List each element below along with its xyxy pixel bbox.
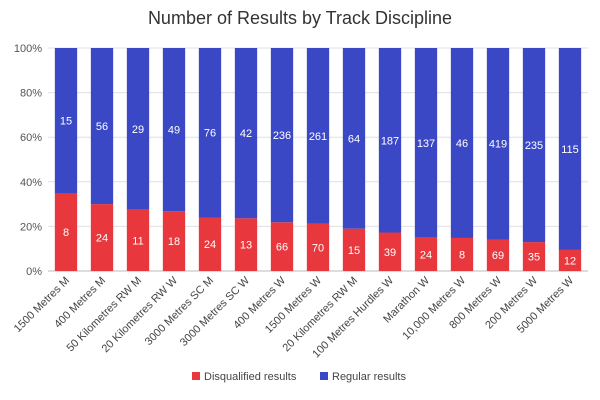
data-label-disqualified: 66	[276, 242, 288, 254]
x-category-label: 3000 Metres SC M	[143, 275, 216, 348]
bar-regular	[306, 48, 330, 224]
data-label-regular: 15	[60, 116, 72, 128]
bar-disqualified	[342, 228, 366, 271]
data-label-disqualified: 69	[492, 250, 504, 262]
data-label-regular: 29	[132, 124, 144, 136]
data-label-disqualified: 12	[564, 255, 576, 267]
x-category-label: 3000 Metres SC W	[178, 274, 253, 349]
data-label-regular: 46	[456, 138, 468, 150]
data-label-regular: 419	[489, 139, 507, 151]
data-label-regular: 235	[525, 140, 543, 152]
data-label-regular: 49	[168, 125, 180, 137]
bar-regular	[486, 48, 510, 240]
legend-swatch-regular	[320, 372, 328, 380]
data-label-disqualified: 24	[204, 239, 216, 251]
data-label-regular: 236	[273, 130, 291, 142]
bar-disqualified	[270, 222, 294, 271]
data-label-disqualified: 8	[459, 249, 465, 261]
y-tick-label: 40%	[20, 177, 42, 189]
data-label-disqualified: 39	[384, 247, 396, 259]
data-label-regular: 115	[561, 144, 579, 156]
legend-swatch-disqualified	[192, 372, 200, 380]
y-tick-label: 0%	[26, 266, 42, 278]
legend-label-regular: Regular results	[332, 371, 406, 383]
bar-disqualified	[90, 204, 114, 271]
bar-disqualified	[378, 232, 402, 271]
x-category-label: 10,000 Metres W	[400, 274, 468, 342]
data-label-disqualified: 70	[312, 242, 324, 254]
bar-regular	[270, 48, 294, 223]
data-label-disqualified: 13	[240, 240, 252, 252]
bar-disqualified	[522, 242, 546, 271]
bar-disqualified	[486, 239, 510, 271]
bar-disqualified	[126, 209, 150, 271]
bar-disqualified	[306, 223, 330, 271]
bar-regular	[558, 48, 582, 250]
bar-regular	[414, 48, 438, 238]
legend-label-disqualified: Disqualified results	[204, 371, 297, 383]
y-tick-label: 80%	[20, 88, 42, 100]
data-label-disqualified: 18	[168, 236, 180, 248]
data-label-regular: 76	[204, 128, 216, 140]
bar-disqualified	[54, 193, 78, 271]
bar-disqualified	[162, 211, 186, 271]
data-label-disqualified: 24	[96, 233, 108, 245]
bar-regular	[162, 48, 186, 212]
chart-title: Number of Results by Track Discipline	[147, 8, 453, 28]
data-label-regular: 42	[240, 128, 252, 140]
data-label-disqualified: 11	[132, 235, 143, 247]
bar-regular	[342, 48, 366, 229]
bar-regular	[90, 48, 114, 205]
data-label-regular: 64	[348, 133, 360, 145]
data-label-disqualified: 24	[420, 249, 432, 261]
data-label-disqualified: 35	[528, 252, 540, 264]
bar-regular	[198, 48, 222, 218]
bar-regular	[234, 48, 258, 219]
bar-disqualified	[198, 217, 222, 271]
data-label-regular: 137	[417, 138, 435, 150]
bar-disqualified	[414, 237, 438, 271]
data-label-disqualified: 15	[348, 245, 360, 257]
bar-regular	[450, 48, 474, 238]
data-label-regular: 261	[309, 131, 327, 143]
bar-disqualified	[450, 237, 474, 271]
bar-disqualified	[558, 249, 582, 271]
y-tick-label: 60%	[20, 132, 42, 144]
data-label-disqualified: 8	[63, 227, 69, 239]
bar-disqualified	[234, 218, 258, 271]
data-label-regular: 56	[96, 121, 108, 133]
y-tick-label: 20%	[20, 221, 42, 233]
bar-regular	[378, 48, 402, 233]
bar-regular	[54, 48, 78, 194]
y-tick-label: 100%	[14, 43, 42, 55]
bar-regular	[126, 48, 150, 210]
data-label-regular: 187	[381, 135, 399, 147]
bar-regular	[522, 48, 546, 243]
